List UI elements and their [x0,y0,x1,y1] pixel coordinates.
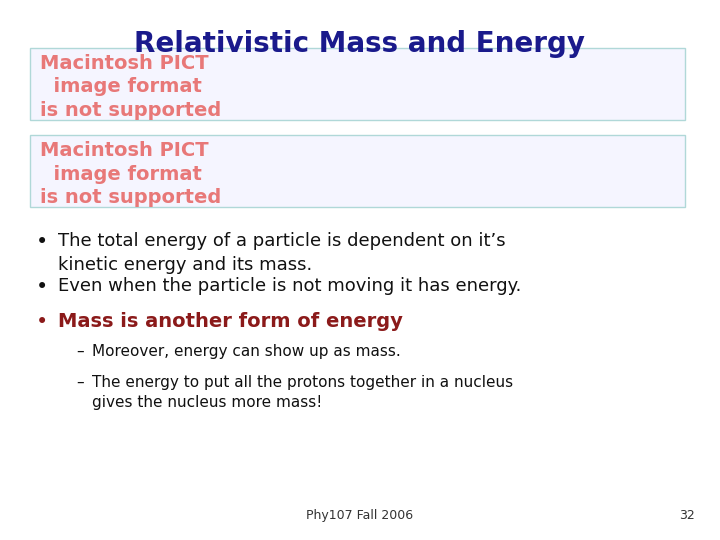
Text: –: – [76,344,84,359]
Text: The total energy of a particle is dependent on it’s
kinetic energy and its mass.: The total energy of a particle is depend… [58,232,505,274]
Text: Macintosh PICT
  image format
is not supported: Macintosh PICT image format is not suppo… [40,54,221,120]
Bar [30,48,685,120]
Bar [30,135,685,207]
Text: The energy to put all the protons together in a nucleus
gives the nucleus more m: The energy to put all the protons togeth… [92,375,513,410]
Text: Relativistic Mass and Energy: Relativistic Mass and Energy [135,30,585,58]
Text: Mass is another form of energy: Mass is another form of energy [58,312,403,331]
Text: –: – [76,375,84,390]
Text: •: • [36,232,48,252]
Text: •: • [36,277,48,297]
Text: Macintosh PICT
  image format
is not supported: Macintosh PICT image format is not suppo… [40,141,221,207]
Text: •: • [36,312,48,332]
Text: Even when the particle is not moving it has energy.: Even when the particle is not moving it … [58,277,521,295]
Text: Moreover, energy can show up as mass.: Moreover, energy can show up as mass. [92,344,401,359]
Text: 32: 32 [679,509,695,522]
Text: Phy107 Fall 2006: Phy107 Fall 2006 [307,509,413,522]
